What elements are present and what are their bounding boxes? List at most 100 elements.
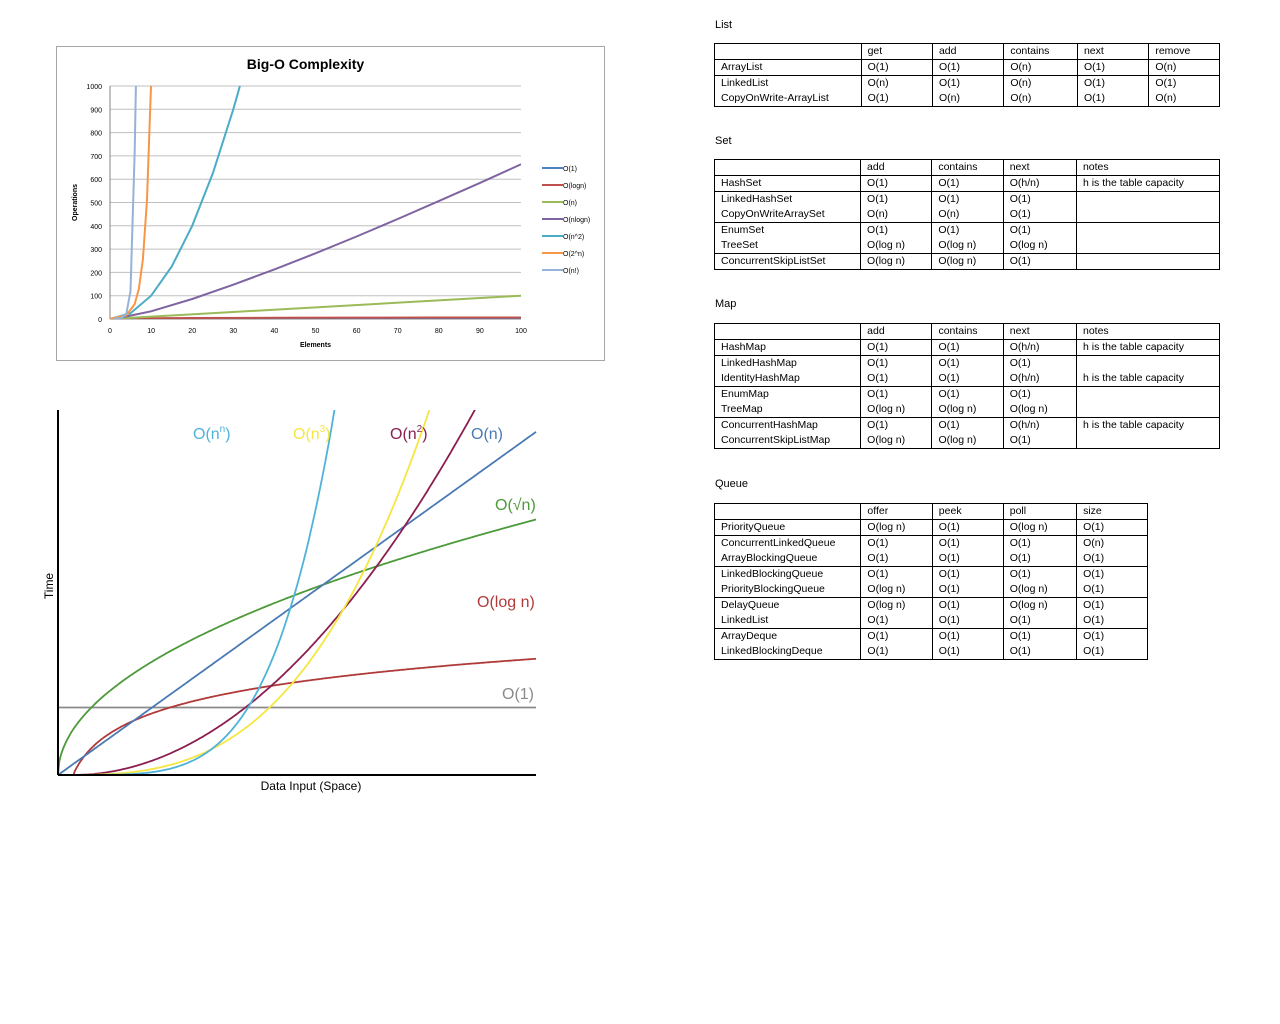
table-cell: O(1) bbox=[1002, 613, 1078, 629]
map-table: add contains next notes HashMap O(1) O(1) O(h/n… bbox=[713, 323, 1221, 449]
column-header: add bbox=[931, 43, 1005, 60]
column-header: remove bbox=[1148, 43, 1220, 60]
curve-label-O(n^2): O(n2) bbox=[390, 424, 428, 443]
x-tick-label: 70 bbox=[394, 328, 402, 335]
table-cell: O(1) bbox=[860, 551, 933, 567]
table-cell: O(1) bbox=[931, 644, 1004, 660]
table-cell: O(1) bbox=[1002, 253, 1077, 270]
table-row: DelayQueue O(log n) O(1) O(log n) O(1) bbox=[713, 597, 1148, 613]
table-row: PriorityBlockingQueue O(log n) O(1) O(log n… bbox=[713, 582, 1148, 598]
table-cell: O(log n) bbox=[860, 519, 933, 536]
table-row: TreeMap O(log n) O(log n) O(log n) bbox=[713, 402, 1221, 418]
table-cell: O(1) bbox=[1076, 644, 1148, 660]
column-header: next bbox=[1076, 43, 1150, 60]
legend-label-O(logn): O(logn) bbox=[563, 183, 586, 190]
table-cell: O(1) bbox=[931, 582, 1004, 598]
table-cell: O(1) bbox=[1002, 644, 1078, 660]
table-cell: O(log n) bbox=[860, 253, 933, 270]
x-tick-label: 0 bbox=[108, 328, 112, 335]
table-cell: O(1) bbox=[931, 222, 1004, 238]
curve-O(n^2) bbox=[58, 410, 476, 776]
column-header: notes bbox=[1075, 323, 1221, 340]
table-cell: LinkedHashMap bbox=[713, 355, 862, 371]
table-cell: O(log n) bbox=[1002, 519, 1078, 536]
table-cell: O(1) bbox=[860, 339, 933, 356]
table-cell: O(log n) bbox=[931, 402, 1004, 418]
table-cell: O(1) bbox=[860, 644, 933, 660]
table-cell: O(1) bbox=[1076, 613, 1148, 629]
table-cell: LinkedBlockingDeque bbox=[713, 644, 862, 660]
column-header: next bbox=[1002, 323, 1077, 340]
table-row: LinkedList O(1) O(1) O(1) O(1) bbox=[713, 613, 1148, 629]
y-tick-label: 800 bbox=[90, 131, 102, 138]
table-cell: IdentityHashMap bbox=[713, 371, 862, 387]
table-cell: O(log n) bbox=[1002, 582, 1078, 598]
table-cell: O(1) bbox=[1076, 551, 1148, 567]
table-cell: O(1) bbox=[860, 91, 933, 107]
column-header: poll bbox=[1002, 503, 1078, 520]
table-cell: O(log n) bbox=[931, 238, 1004, 254]
column-header: notes bbox=[1075, 159, 1221, 176]
table-cell: O(h/n) bbox=[1002, 417, 1077, 433]
table-cell: ArrayDeque bbox=[713, 628, 862, 644]
map-table-header-row: add contains next notes bbox=[713, 323, 1221, 340]
table-cell: ArrayList bbox=[714, 59, 862, 76]
table-cell: O(log n) bbox=[860, 433, 933, 449]
column-header bbox=[714, 43, 862, 60]
table-cell: PriorityQueue bbox=[713, 519, 862, 536]
table-cell: O(1) bbox=[1076, 59, 1150, 76]
x-tick-label: 40 bbox=[271, 328, 279, 335]
column-header: offer bbox=[860, 503, 933, 520]
column-header bbox=[713, 159, 862, 176]
y-tick-label: 500 bbox=[90, 201, 102, 208]
table-cell: O(1) bbox=[931, 175, 1004, 192]
table-cell: O(1) bbox=[1076, 91, 1150, 107]
table-cell: LinkedList bbox=[714, 75, 862, 91]
set-section-title: Set bbox=[715, 135, 732, 147]
chart-title: Big-O Complexity bbox=[246, 56, 365, 72]
table-cell: O(1) bbox=[1002, 433, 1077, 449]
column-header bbox=[713, 503, 862, 520]
table-cell bbox=[1075, 386, 1221, 402]
table-cell: O(n) bbox=[860, 207, 933, 223]
table-cell bbox=[1075, 222, 1221, 238]
table-row: LinkedList O(n) O(1) O(n) O(1) O(1) bbox=[714, 75, 1220, 91]
table-cell bbox=[1075, 253, 1221, 270]
set-table-header-row: add contains next notes bbox=[713, 159, 1221, 176]
table-cell: O(1) bbox=[860, 417, 933, 433]
series-line-O(2^n) bbox=[110, 85, 152, 319]
table-cell: ArrayBlockingQueue bbox=[713, 551, 862, 567]
x-tick-label: 100 bbox=[515, 328, 527, 335]
y-tick-label: 200 bbox=[90, 270, 102, 277]
column-header: contains bbox=[931, 159, 1004, 176]
x-tick-label: 10 bbox=[147, 328, 155, 335]
table-cell: O(1) bbox=[931, 566, 1004, 582]
table-cell: EnumSet bbox=[713, 222, 862, 238]
series-line-O(n) bbox=[110, 294, 521, 319]
table-cell: HashMap bbox=[713, 339, 862, 356]
table-row: CopyOnWriteArraySet O(n) O(n) O(1) bbox=[713, 207, 1221, 223]
table-row: ConcurrentSkipListSet O(log n) O(log n) O(1… bbox=[713, 253, 1221, 270]
table-row: ConcurrentHashMap O(1) O(1) O(h/n) h is the … bbox=[713, 417, 1221, 433]
table-cell: O(1) bbox=[931, 386, 1004, 402]
table-cell: O(n) bbox=[1003, 59, 1078, 76]
table-cell: O(1) bbox=[931, 355, 1004, 371]
table-cell: O(h/n) bbox=[1002, 175, 1077, 192]
table-cell: O(1) bbox=[860, 175, 933, 192]
table-cell: O(log n) bbox=[931, 253, 1004, 270]
table-row: PriorityQueue O(log n) O(1) O(log n) O(1) bbox=[713, 519, 1148, 536]
table-cell: O(log n) bbox=[1002, 597, 1078, 613]
table-cell: O(1) bbox=[860, 191, 933, 207]
table-cell: ConcurrentHashMap bbox=[713, 417, 862, 433]
table-cell: O(1) bbox=[860, 386, 933, 402]
table-cell: O(1) bbox=[860, 535, 933, 551]
x-tick-label: 30 bbox=[229, 328, 237, 335]
table-cell: O(1) bbox=[1002, 535, 1078, 551]
queue-table-header-row: offer peek poll size bbox=[713, 503, 1148, 520]
table-cell: CopyOnWrite-ArrayList bbox=[714, 91, 862, 107]
table-row: HashMap O(1) O(1) O(h/n) h is the table capa… bbox=[713, 339, 1221, 356]
table-cell: O(1) bbox=[1076, 597, 1148, 613]
curve-O(log n) bbox=[58, 657, 537, 776]
column-header: size bbox=[1076, 503, 1148, 520]
legend-label-O(2^n): O(2^n) bbox=[563, 251, 584, 258]
